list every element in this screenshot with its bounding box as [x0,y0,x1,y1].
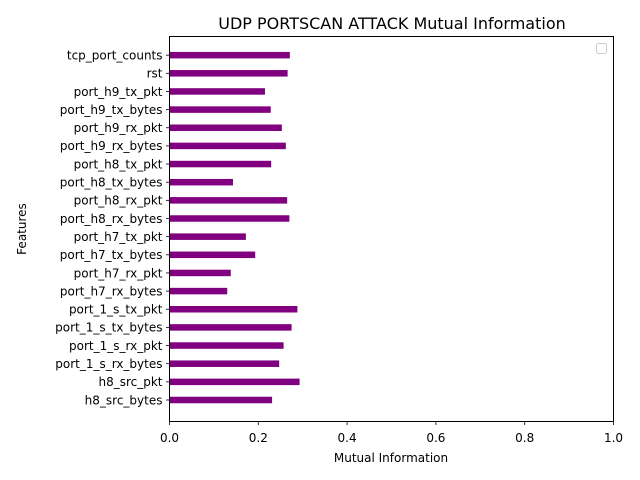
y-ticks-group: h8_src_bytes h8_src_pkt port_1_s_rx_bytes p… [55,48,170,407]
bar-port_h8_tx_bytes [169,178,233,186]
bar-port_h9_rx_bytes [169,142,286,150]
x-tick-label: 0.0 [160,431,179,445]
x-axis-label: Mutual Information [334,451,448,465]
bar-port_h9_rx_pkt [169,124,282,131]
y-tick-label: port_h7_tx_pkt [74,230,163,244]
bar-port_h9_tx_bytes [169,106,271,113]
y-tick-label: port_h8_rx_pkt [74,194,163,208]
y-tick-label: port_1_s_tx_pkt [69,303,163,317]
y-tick-label: port_h9_tx_bytes [60,103,163,117]
y-tick-label: h8_src_pkt [98,375,162,389]
bar-port_h9_tx_pkt [169,88,265,95]
y-tick-label: port_h7_rx_pkt [74,266,163,280]
bar-tcp_port_counts [169,51,290,59]
bar-rst [169,70,288,77]
bar-port_h7_rx_pkt [169,269,231,277]
x-tick-label: 0.8 [515,431,534,445]
y-tick-label: port_h7_rx_bytes [60,284,163,298]
x-tick-label: 1.0 [604,431,623,445]
legend-box [596,43,607,54]
x-ticks-group: 0.0 0.2 0.4 0.6 0.8 1.0 [160,421,623,445]
x-tick-label: 0.2 [249,431,268,445]
y-tick-label: h8_src_bytes [85,393,163,407]
bar-port_h8_rx_bytes [169,215,290,222]
x-tick-label: 0.6 [426,431,445,445]
bars-group [169,51,300,404]
y-tick-label: port_h9_tx_pkt [74,85,163,99]
y-tick-label: port_1_s_rx_bytes [55,357,162,371]
bar-h8_src_pkt [169,378,300,386]
bar-port_h8_rx_pkt [169,197,288,204]
bar-port_1_s_rx_bytes [169,360,280,367]
bar-port_h8_tx_pkt [169,160,272,168]
bar-port_1_s_tx_bytes [169,324,292,331]
y-tick-label: rst [147,67,163,81]
bar-port_h7_tx_pkt [169,233,246,240]
plot-frame [169,36,614,422]
y-tick-label: port_h9_rx_pkt [74,121,163,135]
y-tick-label: tcp_port_counts [67,48,163,62]
bar-port_1_s_tx_pkt [169,306,298,313]
x-tick-label: 0.4 [338,431,357,445]
y-tick-label: port_h8_tx_bytes [60,176,163,190]
bar-h8_src_bytes [169,396,273,404]
y-tick-label: port_h8_rx_bytes [60,212,163,226]
y-axis-label: Features [15,203,29,255]
y-tick-label: port_1_s_tx_bytes [55,321,162,335]
bar-port_h7_tx_bytes [169,251,256,259]
bar-port_1_s_rx_pkt [169,342,284,349]
chart-title: UDP PORTSCAN ATTACK Mutual Information [218,14,566,33]
y-tick-label: port_h9_rx_bytes [60,139,163,153]
y-tick-label: port_1_s_rx_pkt [69,339,163,353]
bar-port_h7_rx_bytes [169,287,228,295]
y-tick-label: port_h7_tx_bytes [60,248,163,262]
y-tick-label: port_h8_tx_pkt [74,157,163,171]
